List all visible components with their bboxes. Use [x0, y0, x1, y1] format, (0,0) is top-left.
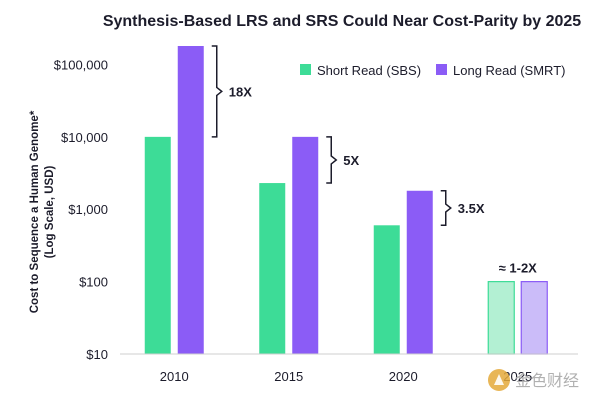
bar-long-read-2025 [520, 281, 548, 355]
bar-long-read-2015 [292, 136, 319, 354]
annotation-label: 3.5X [458, 201, 485, 216]
annotation-label: 5X [343, 153, 359, 168]
x-axis-ticks: 2010 2015 2020 2025 [160, 369, 532, 384]
y-tick-label: $10 [86, 347, 108, 362]
bar-short-read-2020 [373, 225, 400, 354]
watermark-logo-mark [494, 374, 504, 385]
chart-title: Synthesis-Based LRS and SRS Could Near C… [103, 13, 581, 30]
watermark-text: 金色财经 [515, 371, 579, 390]
watermark: 金色财经 [488, 369, 579, 391]
legend-swatch-long-read [436, 64, 447, 75]
bar-short-read-2010 [144, 136, 171, 354]
y-axis-label: Cost to Sequence a Human Genome* (Log Sc… [29, 110, 56, 313]
bar-long-read-2010 [177, 46, 204, 354]
annotation-bracket [440, 190, 452, 227]
y-tick-label: $1,000 [68, 202, 108, 217]
legend-label-long-read: Long Read (SMRT) [453, 63, 565, 78]
annotation-bracket [326, 136, 338, 184]
legend-label-short-read: Short Read (SBS) [317, 63, 421, 78]
x-tick-label: 2015 [274, 369, 303, 384]
y-axis-ticks: $10 $100 $1,000 $10,000 $100,000 [54, 57, 108, 362]
y-axis-label-line2: (Log Scale, USD) [44, 166, 56, 259]
bar-short-read-2025 [487, 281, 515, 355]
y-tick-label: $100 [79, 275, 108, 290]
bar-short-read-2015 [259, 183, 286, 354]
y-axis-label-line1: Cost to Sequence a Human Genome* [29, 110, 41, 313]
bar-long-read-2020 [406, 190, 433, 354]
y-tick-label: $100,000 [54, 57, 108, 72]
x-tick-label: 2025 [503, 369, 532, 384]
x-tick-label: 2010 [160, 369, 189, 384]
bars [144, 46, 548, 355]
legend: Short Read (SBS) Long Read (SMRT) [300, 63, 565, 78]
y-tick-label: $10,000 [61, 130, 108, 145]
x-tick-label: 2020 [389, 369, 418, 384]
legend-swatch-short-read [300, 64, 311, 75]
annotation-label: 18X [229, 84, 252, 99]
annotation-label: ≈ 1-2X [499, 261, 538, 276]
annotation-bracket [211, 45, 223, 138]
annotations: 18X 5X 3.5X ≈ 1-2X [211, 45, 538, 276]
